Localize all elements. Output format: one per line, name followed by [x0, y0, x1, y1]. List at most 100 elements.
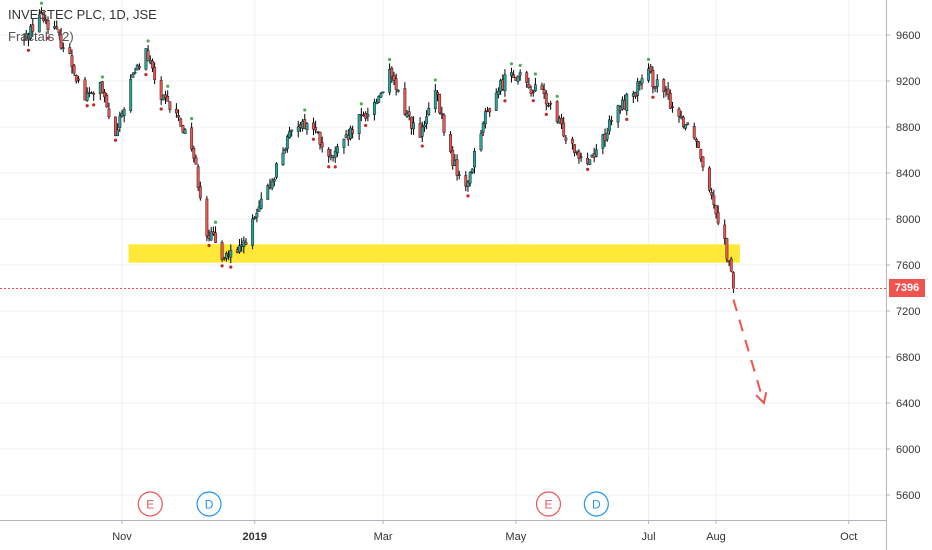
candle-body	[510, 72, 513, 77]
fractal-up-marker	[433, 78, 437, 82]
candle-body	[68, 47, 72, 54]
candle-body	[209, 231, 213, 241]
candle-body	[420, 126, 424, 137]
candle-body	[562, 122, 566, 137]
dividend-event-marker	[196, 491, 222, 517]
candle-body	[438, 93, 442, 114]
fractal-down-marker	[327, 165, 331, 169]
candle-body	[573, 144, 576, 154]
candle-body	[396, 90, 400, 92]
fractal-down-marker	[503, 99, 507, 103]
candle-body	[390, 67, 394, 77]
candle-body	[725, 238, 729, 260]
candle-body	[636, 81, 640, 96]
fractal-down-marker	[586, 167, 590, 171]
candle-body	[270, 180, 274, 189]
candle-body	[166, 96, 170, 102]
fractal-down-marker	[85, 104, 89, 108]
indicator-label: Fractals (2)	[8, 29, 74, 44]
candle-body	[318, 131, 322, 145]
earnings-event-label: E	[544, 498, 552, 512]
candle-body	[684, 124, 687, 129]
fractal-up-marker	[190, 117, 194, 121]
fractal-down-marker	[207, 243, 211, 248]
candle-body	[372, 102, 376, 115]
candle-body	[320, 142, 324, 148]
candle-body	[497, 90, 500, 95]
candle-body	[57, 29, 61, 33]
candle-body	[92, 93, 96, 95]
candle-body	[668, 92, 672, 109]
fractal-down-marker	[333, 165, 337, 169]
candle-body	[74, 75, 78, 82]
candle-body	[560, 117, 563, 125]
price-tick-label: 8000	[896, 214, 920, 226]
candle-body	[647, 68, 650, 81]
candle-body	[357, 114, 361, 135]
candle-body	[640, 78, 644, 84]
candle-body	[196, 166, 200, 188]
price-tick-label: 8800	[896, 122, 920, 134]
candle-body	[662, 79, 666, 92]
earnings-event-marker	[535, 491, 562, 517]
candle-body	[105, 95, 109, 108]
candle-body	[327, 149, 331, 157]
candle-body	[257, 206, 261, 212]
fractal-down-marker	[113, 138, 118, 142]
fractal-up-marker	[555, 94, 559, 98]
fractal-down-marker	[229, 265, 233, 269]
candle-body	[710, 192, 714, 196]
candle-body	[708, 167, 711, 191]
candle-body	[655, 79, 659, 87]
candle-body	[481, 123, 485, 133]
fractal-down-marker	[144, 72, 148, 77]
candle-body	[525, 72, 529, 83]
candle-body	[151, 60, 154, 69]
candle-body	[174, 108, 178, 114]
fractal-up-marker	[39, 1, 44, 5]
candle-body	[259, 198, 263, 209]
fractal-up-marker	[646, 57, 651, 61]
price-tick-label: 9600	[896, 30, 920, 42]
candle-body	[564, 137, 568, 141]
time-tick-label: Nov	[112, 531, 132, 543]
candle-body	[55, 26, 59, 29]
last-price-tag: 7396	[889, 279, 925, 297]
candle-body	[494, 92, 498, 111]
time-tick-label: Oct	[840, 531, 857, 543]
candle-body	[159, 80, 163, 100]
candle-body	[214, 232, 217, 243]
candle-body	[449, 133, 452, 153]
candle-body	[190, 127, 194, 150]
candle-body	[101, 81, 104, 94]
candle-body	[425, 116, 429, 124]
fractal-down-marker	[159, 107, 163, 111]
candle-body	[407, 111, 411, 116]
price-tick-label: 6400	[896, 398, 920, 410]
time-tick-label: Jul	[642, 531, 656, 543]
candle-body	[379, 93, 383, 98]
fractal-up-marker	[533, 72, 538, 76]
candles	[22, 7, 735, 293]
candle-body	[488, 108, 492, 113]
fractal-down-marker	[220, 264, 224, 268]
candle-body	[473, 150, 476, 168]
candle-body	[253, 217, 257, 219]
time-tick-label: May	[505, 531, 526, 543]
candle-body	[529, 89, 533, 94]
candle-body	[455, 159, 459, 176]
candle-body	[118, 115, 122, 128]
candle-body	[503, 74, 507, 91]
candle-body	[714, 204, 718, 215]
candle-body	[192, 148, 196, 159]
candle-body	[238, 245, 241, 253]
candle-body	[677, 108, 681, 117]
candle-body	[518, 72, 522, 76]
candle-body	[194, 157, 198, 165]
candle-body	[388, 69, 392, 93]
candle-body	[716, 212, 720, 224]
candle-body	[697, 141, 700, 148]
candle-body	[695, 139, 698, 142]
candle-body	[468, 172, 472, 184]
